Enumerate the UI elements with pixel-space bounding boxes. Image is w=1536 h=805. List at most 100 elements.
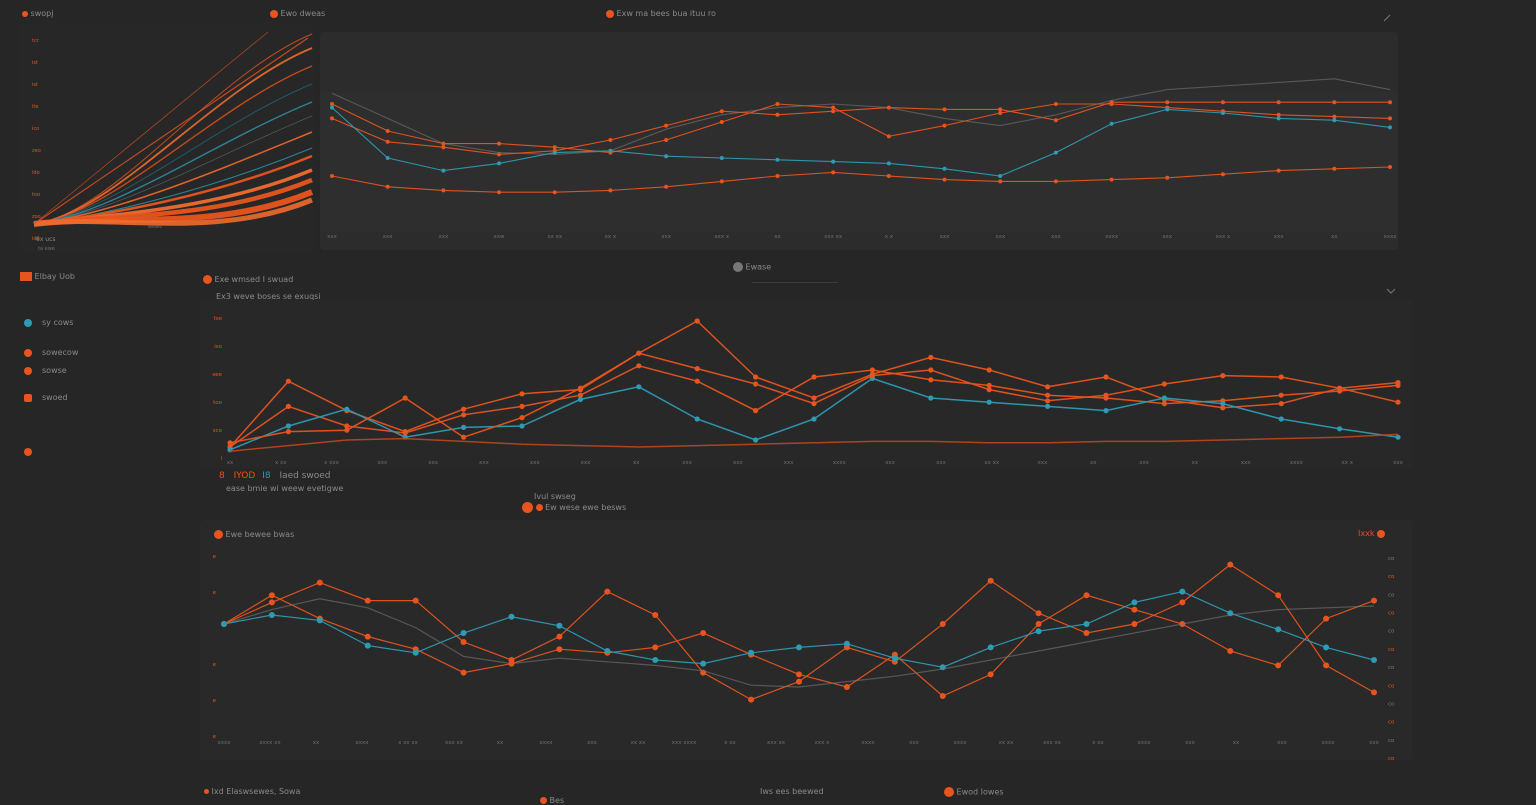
middle-center-caption: Ivul swseg <box>534 492 576 501</box>
data-point <box>1227 648 1234 654</box>
data-point <box>285 378 291 384</box>
data-point <box>344 406 350 412</box>
sidebar-item-label: sowse <box>42 366 67 375</box>
data-point <box>928 354 934 360</box>
data-point <box>1045 398 1051 404</box>
fan-line-steep <box>33 31 269 225</box>
data-point <box>1337 385 1343 391</box>
bottom-title-dot-icon <box>214 530 223 539</box>
badge-icon <box>20 272 32 281</box>
x-tick-label: x x <box>885 234 894 240</box>
data-point <box>577 396 583 402</box>
data-point <box>1045 392 1051 398</box>
sidebar-badge[interactable]: Elbay Uob <box>20 272 75 281</box>
y-tick-label: tcr <box>32 38 40 44</box>
x-tick-label: xx <box>227 460 234 466</box>
footer-item-2[interactable]: Bes <box>540 796 564 805</box>
data-point <box>1220 401 1226 407</box>
x-tick-label: xxxx xx <box>259 740 281 746</box>
data-point <box>928 377 934 383</box>
data-point <box>775 112 780 117</box>
data-point <box>1276 116 1281 121</box>
data-point <box>796 678 802 685</box>
x-tick-label: xx <box>1331 234 1338 240</box>
footer-item-1-label: Ixd Elaswsewes, Sowa <box>211 787 301 796</box>
data-point <box>460 669 467 676</box>
center-tag[interactable]: Exw ma bees bua ituu ro <box>606 9 716 18</box>
sidebar-item[interactable]: sowse <box>24 366 67 375</box>
data-point <box>364 642 371 649</box>
footer-item-4[interactable]: Ewod Iowes <box>944 787 1004 797</box>
data-point <box>364 597 371 604</box>
x-tick-label: xxx <box>940 234 951 240</box>
x-tick-label: xxx <box>479 460 490 466</box>
x-tick-label: xxx <box>1241 460 1252 466</box>
footer-item-1[interactable]: Ixd Elaswsewes, Sowa <box>204 787 300 796</box>
sidebar-item[interactable]: sowecow <box>24 348 78 357</box>
sidebar-item[interactable] <box>24 447 42 456</box>
x-tick-label: xxx <box>587 740 598 746</box>
data-point <box>664 184 669 189</box>
y-tick-label: iso <box>214 344 222 350</box>
x-tick-label: xx xx <box>999 740 1015 746</box>
y-tick-label: e <box>213 734 217 740</box>
data-point <box>1276 168 1281 173</box>
legend-item-3[interactable]: I8 <box>262 471 271 481</box>
left-tag-dot-icon <box>270 9 278 18</box>
data-point <box>556 633 563 640</box>
data-point <box>694 416 700 422</box>
data-point <box>497 161 502 166</box>
data-point <box>1083 630 1090 636</box>
sidebar-item[interactable]: swoed <box>24 393 68 402</box>
tag-icon <box>24 393 32 402</box>
y-tick-label: see <box>212 372 222 378</box>
chevron-down-icon[interactable] <box>1386 280 1396 294</box>
data-point <box>556 622 563 629</box>
data-point <box>227 440 233 446</box>
dot-icon <box>24 366 32 375</box>
shield-icon <box>24 318 32 327</box>
data-point <box>402 395 408 401</box>
chevron-icon[interactable] <box>1382 8 1392 22</box>
data-point <box>748 649 755 656</box>
data-point <box>552 145 557 150</box>
data-point <box>1275 626 1282 633</box>
data-point <box>831 159 836 164</box>
x-tick-label: xx xx <box>984 460 1000 466</box>
bottom-right-tag[interactable]: Ixxk <box>1358 529 1386 538</box>
data-point <box>636 350 642 356</box>
legend-item-4[interactable]: Iaed swoed <box>279 471 331 481</box>
data-point <box>402 430 408 436</box>
data-point <box>998 107 1003 112</box>
data-point <box>385 129 390 133</box>
middle-center-sub[interactable]: Ew wese ewe besws <box>522 502 626 513</box>
x-tick-label: xxx x <box>815 740 831 746</box>
data-point <box>460 639 467 645</box>
data-point <box>694 378 700 384</box>
data-point <box>1103 408 1109 414</box>
footer-item-4-label: Ewod Iowes <box>956 787 1004 797</box>
data-point <box>1165 100 1170 105</box>
x-tick-label: xxx <box>682 460 693 466</box>
y-tick-label: ido <box>32 170 40 176</box>
x-tick-label: xxx <box>936 460 947 466</box>
x-tick-label: xxx <box>1277 740 1288 746</box>
right-tick-label: co <box>1388 738 1395 744</box>
x-tick-label: xxxx <box>1105 234 1119 240</box>
data-point <box>987 577 994 584</box>
data-point <box>1083 621 1090 627</box>
sidebar-item[interactable]: sy cows <box>24 318 73 327</box>
legend-item-2[interactable]: IYOD <box>233 471 256 481</box>
footer-item-3[interactable]: Iws ees beewed <box>760 787 824 796</box>
x-tick-label: xxx xx <box>767 740 786 746</box>
left-tag[interactable]: Ewo dweas <box>270 9 325 18</box>
footer-dot-icon <box>540 797 547 804</box>
data-point <box>1220 373 1226 379</box>
data-point <box>268 599 275 606</box>
legend-item-1[interactable]: 8 <box>219 471 225 481</box>
data-point <box>1220 172 1225 177</box>
middle-chart-panel: xx x xx x xxx xxx xxx xxx xxx xxx xx xxx xxx xxx xxx… <box>200 300 1412 468</box>
data-point <box>1179 588 1186 595</box>
data-point <box>1388 165 1392 169</box>
data-point <box>843 640 850 647</box>
